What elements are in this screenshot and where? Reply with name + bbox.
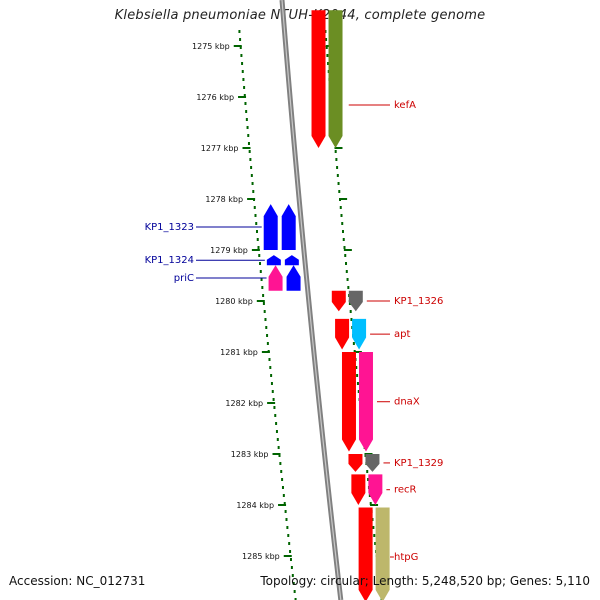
axis-tick-outer bbox=[353, 351, 362, 353]
gene-label-text[interactable]: priC bbox=[174, 273, 194, 284]
genome-title: Klebsiella pneumoniae NTUH-K2044, comple… bbox=[114, 8, 486, 23]
gene-label-text[interactable]: recR bbox=[394, 485, 417, 496]
gene-arrow[interactable] bbox=[352, 318, 367, 350]
cds-arrow[interactable] bbox=[286, 265, 301, 291]
label-kp1-1323[interactable]: KP1_1323 bbox=[145, 222, 262, 233]
gene-label-text[interactable]: KP1_1329 bbox=[394, 458, 443, 469]
cds-arrow[interactable] bbox=[348, 454, 363, 472]
gene-label-text[interactable]: htpG bbox=[394, 552, 418, 563]
axis-tick-inner bbox=[251, 249, 260, 251]
axis-tick-outer bbox=[334, 147, 343, 149]
axis-tick-inner bbox=[242, 147, 251, 149]
label-kp1-1326[interactable]: KP1_1326 bbox=[366, 296, 444, 307]
axis-tick-label: 1276 kbp bbox=[196, 93, 234, 102]
cds-arrow[interactable] bbox=[331, 290, 346, 312]
axis-tick-outer bbox=[343, 249, 352, 251]
label-htpg[interactable]: htpG bbox=[390, 552, 418, 563]
ring-inner-dotted-edge bbox=[238, 30, 297, 600]
axis-tick-inner bbox=[278, 504, 287, 506]
axis-tick-outer bbox=[339, 198, 348, 200]
axis-tick-inner bbox=[261, 351, 270, 353]
accession-text: Accession: NC_012731 bbox=[9, 574, 146, 588]
axis-tick-inner bbox=[247, 198, 256, 200]
gene-label-text[interactable]: KP1_1323 bbox=[145, 222, 194, 233]
axis-tick-inner bbox=[283, 555, 292, 557]
axis-tick-label: 1282 kbp bbox=[225, 399, 263, 408]
gene-arrow[interactable] bbox=[368, 474, 383, 505]
axis-tick-label: 1275 kbp bbox=[192, 42, 230, 51]
gene-htpg[interactable] bbox=[358, 507, 390, 600]
label-kefa[interactable]: kefA bbox=[348, 100, 416, 111]
gene-label-text[interactable]: KP1_1324 bbox=[145, 255, 194, 266]
axis-tick-inner bbox=[272, 453, 281, 455]
gene-recr[interactable] bbox=[351, 474, 383, 505]
gene-arrow[interactable] bbox=[266, 255, 281, 266]
label-dnax[interactable]: dnaX bbox=[376, 397, 420, 408]
gene-kefa[interactable] bbox=[311, 10, 343, 148]
cds-arrow[interactable] bbox=[358, 507, 373, 600]
gene-kp1-1329[interactable] bbox=[348, 454, 380, 472]
gene-kp1-1326[interactable] bbox=[331, 290, 363, 312]
cds-arrow[interactable] bbox=[351, 474, 366, 505]
axis-tick-label: 1284 kbp bbox=[236, 501, 274, 510]
gene-arrow[interactable] bbox=[375, 507, 390, 600]
label-apt[interactable]: apt bbox=[370, 329, 410, 340]
label-kp1-1329[interactable]: KP1_1329 bbox=[383, 458, 443, 469]
cds-arrow[interactable] bbox=[335, 318, 350, 350]
gene-kp1-1324[interactable] bbox=[266, 255, 299, 266]
axis-tick-inner bbox=[267, 402, 276, 404]
label-recr[interactable]: recR bbox=[386, 485, 417, 496]
label-pric[interactable]: priC bbox=[174, 273, 267, 284]
cds-arrow[interactable] bbox=[281, 204, 296, 250]
label-kp1-1324[interactable]: KP1_1324 bbox=[145, 255, 265, 266]
gene-arrow[interactable] bbox=[365, 454, 380, 472]
axis-tick-label: 1285 kbp bbox=[242, 552, 280, 561]
axis-tick-inner bbox=[233, 45, 242, 47]
axis-tick-inner bbox=[238, 96, 247, 98]
axis-tick-label: 1278 kbp bbox=[205, 195, 243, 204]
gene-arrow[interactable] bbox=[358, 352, 373, 452]
gene-kp1-1323[interactable] bbox=[263, 204, 296, 250]
gene-arrow[interactable] bbox=[268, 265, 283, 291]
gene-pric[interactable] bbox=[268, 265, 301, 291]
axis-tick-label: 1281 kbp bbox=[220, 348, 258, 357]
gene-features[interactable] bbox=[263, 10, 390, 600]
genome-summary-text: Topology: circular; Length: 5,248,520 bp… bbox=[260, 574, 590, 588]
backbone-layer bbox=[238, 0, 383, 600]
gene-label-text[interactable]: kefA bbox=[394, 100, 416, 111]
cds-arrow[interactable] bbox=[284, 255, 299, 266]
gene-label-text[interactable]: dnaX bbox=[394, 397, 420, 408]
gene-arrow[interactable] bbox=[328, 10, 343, 148]
axis-tick-label: 1283 kbp bbox=[231, 450, 269, 459]
gene-dnax[interactable] bbox=[341, 352, 373, 452]
cds-arrow[interactable] bbox=[341, 352, 356, 452]
gene-label-text[interactable]: KP1_1326 bbox=[394, 296, 443, 307]
dna-backbone-highlight bbox=[281, 0, 342, 600]
axis-tick-label: 1277 kbp bbox=[201, 144, 239, 153]
gene-arrow[interactable] bbox=[348, 290, 363, 312]
axis-tick-label: 1279 kbp bbox=[210, 246, 248, 255]
gene-arrow[interactable] bbox=[263, 204, 278, 250]
cds-arrow[interactable] bbox=[311, 10, 326, 148]
axis-tick-outer bbox=[370, 504, 379, 506]
gene-apt[interactable] bbox=[335, 318, 367, 350]
axis-tick-inner bbox=[256, 300, 265, 302]
gene-label-text[interactable]: apt bbox=[394, 329, 410, 340]
axis-tick-label: 1280 kbp bbox=[215, 297, 253, 306]
